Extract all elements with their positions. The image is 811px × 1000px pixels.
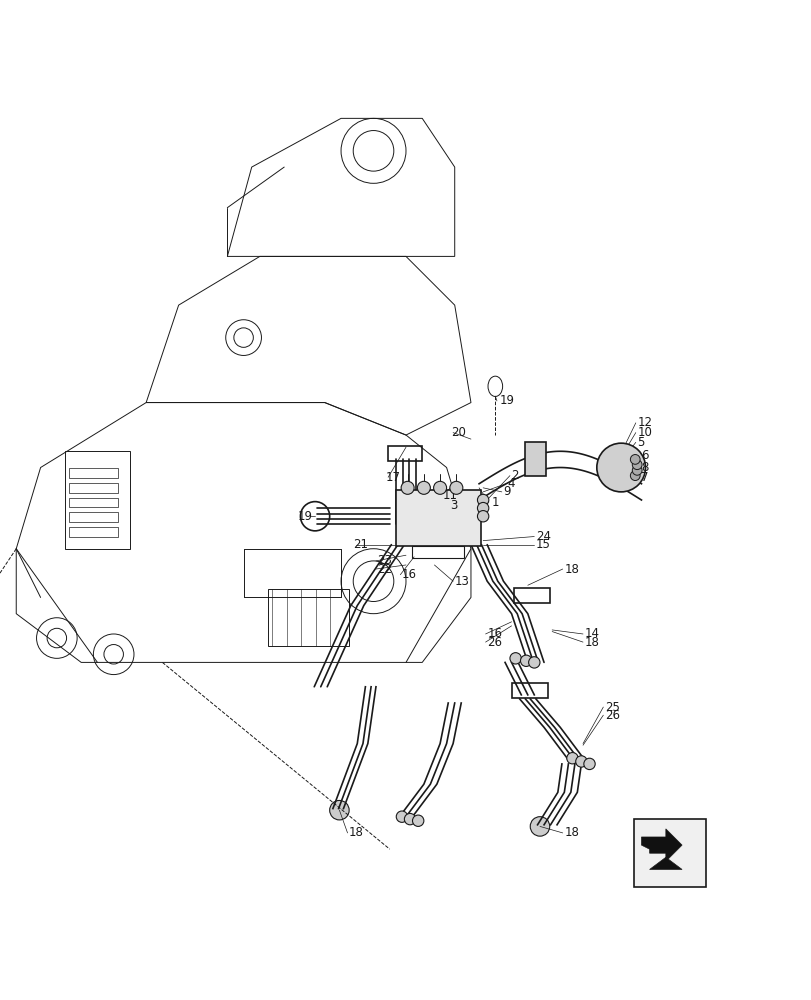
Text: 23: 23 [377,554,392,567]
Polygon shape [649,857,681,869]
Circle shape [396,811,407,822]
Circle shape [629,471,639,481]
Bar [69,512,118,522]
Circle shape [575,756,586,767]
Text: 7: 7 [641,471,648,484]
Text: 9: 9 [503,485,510,498]
Circle shape [632,465,642,475]
Text: 20: 20 [450,426,465,439]
Text: 1: 1 [491,496,498,509]
Circle shape [596,443,645,492]
Text: 18: 18 [349,826,363,839]
Text: 3: 3 [450,499,457,512]
FancyBboxPatch shape [633,819,705,887]
Circle shape [583,758,594,770]
Text: 13: 13 [454,575,469,588]
Text: 17: 17 [385,471,400,484]
Text: 11: 11 [442,489,457,502]
Text: 25: 25 [604,701,619,714]
Circle shape [329,800,349,820]
FancyBboxPatch shape [525,442,546,476]
Circle shape [404,813,415,825]
Circle shape [629,455,639,464]
Text: 16: 16 [401,568,416,581]
Text: 26: 26 [487,636,501,649]
Text: 19: 19 [298,510,312,523]
Text: 15: 15 [535,538,550,551]
Bar [69,527,118,537]
Text: 18: 18 [564,563,578,576]
Text: 16: 16 [487,627,501,640]
Circle shape [449,481,462,494]
Bar [268,589,349,646]
Polygon shape [641,829,681,861]
Bar [69,468,118,478]
Text: 22: 22 [377,563,392,576]
FancyBboxPatch shape [396,490,480,546]
Text: 18: 18 [584,636,599,649]
Circle shape [477,502,488,514]
Text: 6: 6 [641,449,648,462]
Circle shape [632,460,642,470]
Text: 19: 19 [499,394,513,407]
Circle shape [477,494,488,506]
Circle shape [566,753,577,764]
Text: 24: 24 [535,530,550,543]
Text: 8: 8 [641,461,648,474]
Bar [69,483,118,493]
Text: 12: 12 [637,416,651,429]
Text: 18: 18 [564,826,578,839]
Circle shape [417,481,430,494]
Text: 26: 26 [604,709,619,722]
Text: 5: 5 [637,436,644,449]
Text: 2: 2 [511,469,518,482]
Circle shape [530,817,549,836]
Circle shape [477,511,488,522]
Circle shape [433,481,446,494]
Text: 21: 21 [353,538,367,551]
Text: 14: 14 [584,627,599,640]
Bar [69,498,118,507]
Circle shape [528,657,539,668]
Text: 10: 10 [637,426,651,439]
Circle shape [412,815,423,826]
Text: 4: 4 [507,477,514,490]
Circle shape [401,481,414,494]
Circle shape [509,653,521,664]
Circle shape [520,655,531,666]
